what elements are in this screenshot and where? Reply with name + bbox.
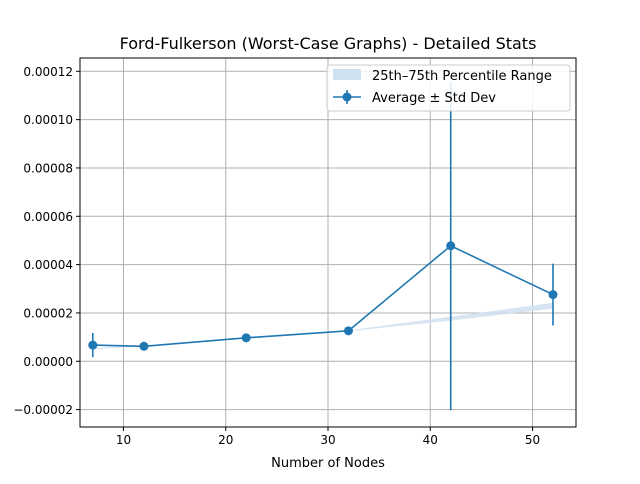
series-layer xyxy=(88,81,558,411)
legend: 25th–75th Percentile Range Average ± Std… xyxy=(326,64,571,112)
average-point xyxy=(446,241,456,251)
legend-marker-sample xyxy=(342,92,352,102)
x-tick-label: 30 xyxy=(320,433,335,447)
x-axis-label: Number of Nodes xyxy=(271,456,385,471)
y-tick-label: 0.00000 xyxy=(23,355,73,369)
grid-layer xyxy=(80,58,576,427)
x-tick-label: 20 xyxy=(218,433,233,447)
average-point xyxy=(88,340,98,350)
legend-line-swatch xyxy=(333,90,361,104)
y-tick-label: 0.00004 xyxy=(23,258,73,272)
y-tick-label: 0.00012 xyxy=(23,65,73,79)
y-tick-label: 0.00010 xyxy=(23,113,73,127)
chart-title: Ford-Fulkerson (Worst-Case Graphs) - Det… xyxy=(120,34,537,53)
average-point xyxy=(139,341,149,351)
legend-band-label: 25th–75th Percentile Range xyxy=(372,69,552,84)
average-point xyxy=(241,333,251,343)
legend-line-label: Average ± Std Dev xyxy=(372,91,496,106)
x-tick-label: 10 xyxy=(116,433,131,447)
average-line xyxy=(92,244,554,348)
average-point xyxy=(343,326,353,336)
y-tick-label: 0.00008 xyxy=(23,161,73,175)
average-point xyxy=(548,290,558,300)
x-tick-label: 50 xyxy=(525,433,540,447)
y-tick-label: 0.00002 xyxy=(23,306,73,320)
legend-box xyxy=(326,64,571,112)
x-tick-label: 40 xyxy=(423,433,438,447)
y-tick-label: −0.00002 xyxy=(13,403,73,417)
y-tick-label: 0.00006 xyxy=(23,210,73,224)
tick-layer: 10 20 30 40 50 −0.00002 0.00000 0.00002 0.00004 0… xyxy=(13,65,540,447)
legend-band-swatch xyxy=(333,69,361,80)
